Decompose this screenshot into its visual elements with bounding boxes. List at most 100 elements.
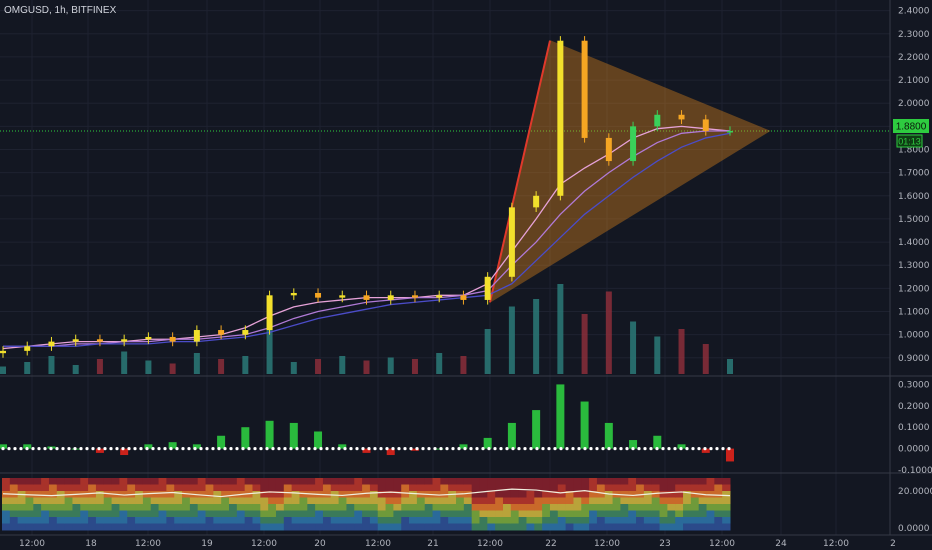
histogram-bar [701, 448, 710, 453]
zero-dot [541, 447, 545, 451]
heat-cell [33, 484, 42, 492]
heat-cell [197, 484, 207, 492]
price-badge[interactable]: 1.8800 01:13 [893, 119, 929, 148]
heat-cell [542, 510, 551, 518]
heat-cell [683, 497, 692, 505]
heat-cell [683, 523, 692, 531]
zero-dot [205, 447, 209, 451]
heat-cell [424, 523, 434, 531]
heat-cell [80, 523, 89, 531]
zero-dot [103, 447, 107, 451]
heat-cell [690, 523, 700, 531]
heat-cell [722, 523, 731, 531]
heat-cell [354, 517, 363, 524]
heat-cell [628, 510, 637, 518]
heat-cell [213, 478, 222, 485]
heat-cell [315, 484, 324, 492]
heat-cell [714, 478, 723, 485]
heat-cell [628, 523, 637, 531]
heat-cell [722, 504, 731, 511]
heat-cell [229, 484, 238, 492]
heat-cell [244, 491, 253, 498]
zero-dot [355, 447, 359, 451]
heat-cell [95, 517, 105, 524]
heat-cell [643, 478, 653, 485]
heat-cell [698, 523, 708, 531]
heat-cell [64, 523, 73, 531]
heat-cell [589, 504, 598, 511]
heat-cell [659, 517, 668, 524]
heat-cell [683, 478, 692, 485]
heat-cell [393, 484, 402, 492]
heat-cell [307, 504, 316, 511]
zero-dot [91, 447, 95, 451]
heat-cell [683, 504, 692, 511]
heat-cell [338, 504, 347, 511]
zero-dot [463, 447, 467, 451]
heat-cell [620, 478, 629, 485]
heat-cell [88, 497, 97, 505]
heat-cell [25, 478, 34, 485]
heat-cell [683, 510, 692, 518]
heat-cell [275, 497, 285, 505]
heat-cell [549, 491, 559, 498]
heat-cell [346, 484, 355, 492]
heat-cell [385, 478, 394, 485]
heat-cell [573, 523, 582, 531]
heat-cell [596, 523, 606, 531]
zero-dot [397, 447, 401, 451]
heat-cell [229, 497, 238, 505]
volume-bar [533, 299, 540, 374]
heat-cell [88, 504, 97, 511]
zero-dot [325, 447, 329, 451]
heat-cell [315, 523, 324, 531]
heat-cell [675, 491, 684, 498]
heat-cell [471, 504, 481, 511]
heat-cell [604, 517, 614, 524]
volume-bar [121, 351, 128, 374]
heat-cell [229, 517, 238, 524]
zero-dot [565, 447, 569, 451]
heat-cell [369, 517, 379, 524]
heat-cell [409, 517, 418, 524]
volume-bar [363, 360, 370, 374]
zero-dot [433, 447, 437, 451]
heat-cell [581, 510, 590, 518]
heat-cell [291, 491, 300, 498]
heat-cell [189, 478, 199, 485]
heat-cell [636, 497, 645, 505]
heat-cell [683, 484, 692, 492]
heat-cell [448, 523, 457, 531]
heat-cell [659, 491, 668, 498]
heat-cell [424, 517, 434, 524]
volume-bar [145, 360, 152, 374]
candle-body [242, 330, 249, 335]
zero-dot [631, 447, 635, 451]
zero-dot [613, 447, 617, 451]
price-tick-label: 2.1000 [898, 76, 930, 86]
heat-cell [158, 523, 167, 531]
heat-cell [456, 497, 465, 505]
heat-cell [244, 517, 253, 524]
zero-dot [457, 447, 461, 451]
heat-cell [103, 523, 113, 531]
heat-cell [604, 484, 614, 492]
heat-cell [119, 510, 128, 518]
heat-cell [189, 517, 199, 524]
heat-cell [25, 497, 34, 505]
heat-cell [142, 491, 152, 498]
heat-cell [166, 504, 175, 511]
heat-cell [95, 504, 105, 511]
heat-cell [189, 523, 199, 531]
heat-cell [471, 491, 481, 498]
zero-dot [97, 447, 101, 451]
heat-cell [56, 497, 66, 505]
oscillator-tick-label: 0.2000 [898, 402, 930, 412]
heat-cell [369, 523, 379, 531]
volume-bar [0, 366, 6, 374]
heat-cell [252, 484, 261, 492]
zero-dot [73, 447, 77, 451]
heat-cell [41, 491, 50, 498]
candle-body [702, 119, 709, 131]
heat-cell [64, 497, 73, 505]
